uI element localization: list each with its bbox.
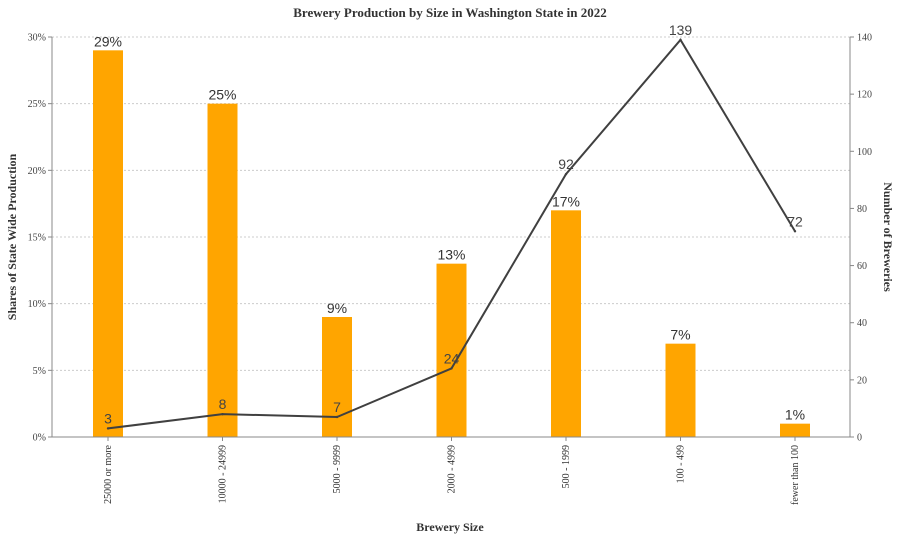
bar-series: [93, 50, 810, 438]
line-value-label: 8: [219, 396, 227, 412]
y2-tick-label: 80: [857, 204, 867, 215]
bar: [780, 423, 810, 437]
chart-title: Brewery Production by Size in Washington…: [293, 5, 606, 20]
y2-tick-label: 40: [857, 318, 867, 329]
bar-value-label: 9%: [327, 300, 347, 316]
line-point: [450, 367, 453, 370]
y-tick-label: 25%: [28, 99, 46, 110]
bar-value-label: 25%: [208, 87, 236, 103]
line-value-label: 92: [558, 156, 574, 172]
y-tick-label: 10%: [28, 299, 46, 310]
y2-tick-label: 140: [857, 33, 872, 44]
bar: [93, 50, 123, 437]
bar: [551, 210, 581, 437]
gridlines: [52, 36, 850, 371]
x-tick-label: 500 - 1999: [561, 445, 572, 488]
bar-value-label: 1%: [785, 407, 805, 423]
x-tick-label: 5000 - 9999: [332, 445, 343, 493]
line-value-label: 3: [104, 410, 112, 426]
bar: [207, 103, 238, 438]
data-labels: 29% 25% 9% 13% 17% 7% 1% 3 8 7 24 92 139 72: [94, 22, 805, 427]
y-axis-title: Shares of State Wide Production: [5, 153, 19, 320]
y-tick-label: 5%: [33, 366, 46, 377]
bar-value-label: 29%: [94, 33, 122, 49]
y-tick-label: 30%: [28, 33, 46, 44]
bar-value-label: 7%: [670, 327, 690, 343]
line-point: [793, 230, 797, 233]
x-tick-label: fewer than 100: [790, 445, 801, 505]
line-point: [679, 38, 682, 42]
bar: [322, 317, 352, 437]
bar: [665, 343, 696, 437]
line-point: [564, 172, 568, 176]
line-point: [106, 427, 110, 430]
line-value-label: 24: [444, 350, 460, 366]
line-value-label: 139: [669, 22, 693, 38]
y2-tick-label: 60: [857, 261, 867, 272]
line-value-label: 72: [787, 213, 803, 229]
y2-tick-label: 120: [857, 90, 872, 101]
y-tick-label: 20%: [28, 166, 46, 177]
x-tick-label: 100 - 499: [676, 445, 687, 483]
y-tick-label: 0%: [33, 433, 46, 444]
line-series: [106, 38, 797, 430]
line-point: [335, 415, 339, 419]
y2-tick-label: 0: [857, 433, 862, 444]
y2-axis-title: Number of Breweries: [881, 182, 895, 292]
x-tick-label: 10000 - 24999: [218, 445, 229, 503]
x-axis-title: Brewery Size: [416, 520, 484, 534]
line-point: [221, 412, 224, 416]
x-tick-label: 2000 - 4999: [447, 445, 458, 493]
y2-tick-label: 100: [857, 147, 872, 158]
y2-tick-label: 20: [857, 375, 867, 386]
line-value-label: 7: [333, 399, 341, 415]
bar-value-label: 17%: [552, 193, 580, 209]
x-tick-label: 25000 or more: [103, 444, 114, 503]
axes: 0% 5% 10% 15% 20% 25% 30% 0 20 40 60 80 100 120 140 250…: [28, 33, 872, 505]
bar-value-label: 13%: [437, 247, 465, 263]
y-tick-label: 15%: [28, 233, 46, 244]
